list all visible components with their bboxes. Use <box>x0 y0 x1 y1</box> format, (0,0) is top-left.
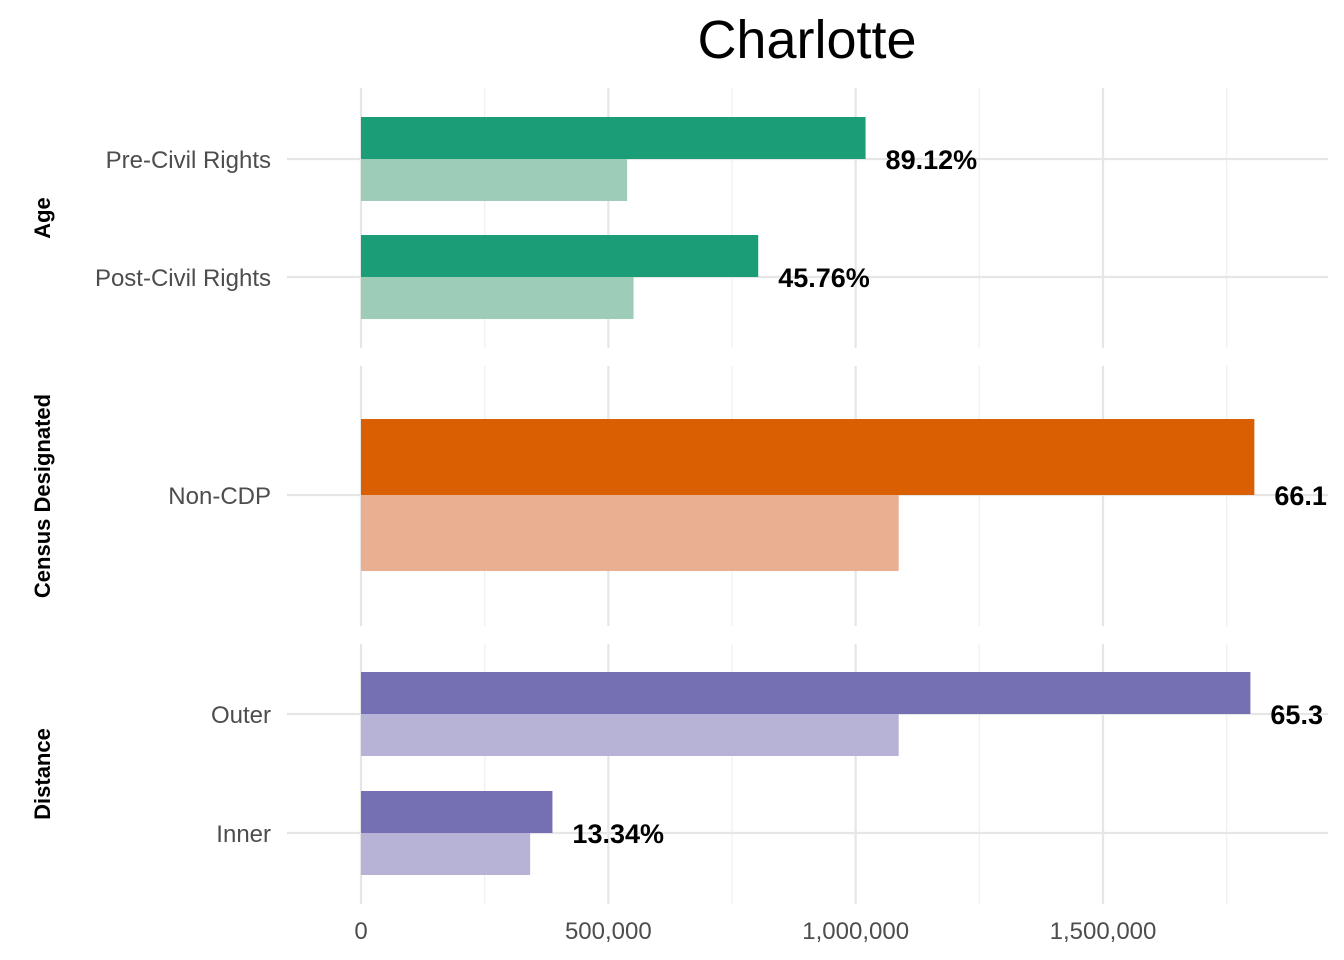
bar-1-0 <box>361 419 1255 495</box>
category-label-0-1: Post-Civil Rights <box>95 265 271 292</box>
category-label-0-0: Pre-Civil Rights <box>106 147 271 174</box>
x-tick-label-2: 1,000,000 <box>802 918 909 945</box>
data-label-0-1: 45.76% <box>778 263 870 293</box>
bar-baseline-2-0 <box>361 714 899 756</box>
data-label-2-1: 13.34% <box>572 819 664 849</box>
category-label-2-0: Outer <box>211 702 271 729</box>
bar-2-0 <box>361 672 1251 714</box>
bar-baseline-0-0 <box>361 159 628 201</box>
bars-layer <box>361 117 1255 875</box>
bar-2-1 <box>361 791 553 833</box>
data-label-1-0: 66.1 <box>1274 481 1327 511</box>
x-tick-label-3: 1,500,000 <box>1050 918 1157 945</box>
category-label-1-0: Non-CDP <box>168 483 271 510</box>
facet-label-0: Age <box>30 197 55 239</box>
facet-label-2: Distance <box>30 728 55 820</box>
facet-label-1: Census Designated <box>30 394 55 598</box>
bar-baseline-0-1 <box>361 277 634 319</box>
chart-title: Charlotte <box>697 10 916 70</box>
bar-0-1 <box>361 235 759 277</box>
x-tick-label-1: 500,000 <box>565 918 652 945</box>
bar-baseline-1-0 <box>361 495 899 571</box>
data-label-0-0: 89.12% <box>886 145 978 175</box>
bar-baseline-2-1 <box>361 833 531 875</box>
x-axis: 0 500,000 1,000,000 1,500,000 <box>354 918 1156 945</box>
data-label-2-0: 65.3 <box>1270 700 1323 730</box>
bar-0-0 <box>361 117 866 159</box>
x-tick-label-0: 0 <box>354 918 367 945</box>
category-label-2-1: Inner <box>216 821 271 848</box>
labels-layer: Pre-Civil Rights 89.12% Post-Civil Rights 4… <box>30 145 1327 849</box>
